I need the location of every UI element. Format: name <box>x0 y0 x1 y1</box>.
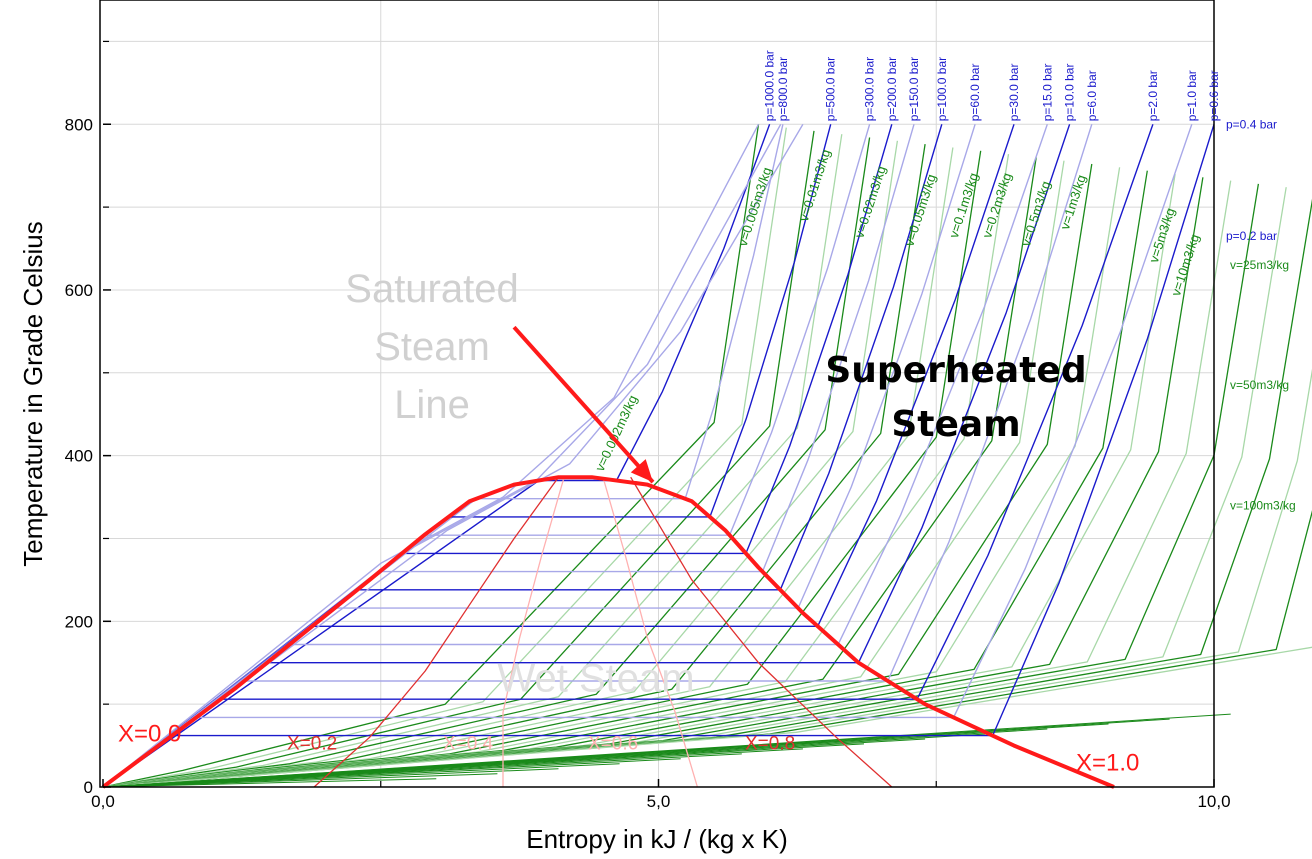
x-tick-label: 0,0 <box>91 792 115 811</box>
isobar-label: p=800.0 bar <box>776 57 790 121</box>
superheated-steam-label: Superheated <box>825 350 1086 391</box>
isochore-label: v=1m3/kg <box>1057 173 1089 232</box>
isobar-label: p=0.4 bar <box>1226 117 1277 131</box>
y-tick-label: 0 <box>84 778 93 797</box>
saturated-steam-label: Steam <box>374 325 490 369</box>
isobar-label: p=500.0 bar <box>824 57 838 121</box>
isochore-line <box>102 147 954 788</box>
x-axis-title: Entropy in kJ / (kg x K) <box>526 824 788 854</box>
isobar-label: p=60.0 bar <box>968 64 982 122</box>
isochore-line <box>102 127 787 788</box>
plot-frame <box>99 0 1215 788</box>
saturation-line <box>101 475 1115 789</box>
quality-line <box>602 477 699 788</box>
quality-line <box>630 476 893 788</box>
isobar-line <box>102 123 804 788</box>
isobar-label: p=10.0 bar <box>1063 64 1077 122</box>
isobar-label: p=30.0 bar <box>1007 64 1021 122</box>
isochore-line <box>102 130 815 788</box>
arrow-head <box>630 459 653 483</box>
quality-line <box>502 477 565 787</box>
isochore-label: v=50m3/kg <box>1230 378 1289 392</box>
isobar-label: p=1.0 bar <box>1185 70 1199 121</box>
saturated-steam-label: Saturated <box>345 267 518 311</box>
quality-label: X=0.2 <box>287 734 337 755</box>
curve-labels: p=1000.0 bar p=800.0 bar p=500.0 bar p=300.… <box>118 50 1296 776</box>
quality-label: X=0.6 <box>588 734 638 755</box>
axis-ticks: 0,0 5,0 10,0 0 200 400 600 800 <box>65 40 1231 811</box>
isochore-line <box>102 134 843 788</box>
quality-lines <box>313 476 893 788</box>
isobar-label: p=100.0 bar <box>935 57 949 121</box>
isobar-label: p=200.0 bar <box>885 57 899 121</box>
isobar-label: p=0.2 bar <box>1226 229 1277 243</box>
x-tick-label: 10,0 <box>1197 792 1230 811</box>
isobar-line <box>102 124 771 788</box>
arrow-shaft <box>512 325 655 484</box>
isochore-label: v=0.2m3/kg <box>979 171 1014 240</box>
isobar-line <box>102 123 760 788</box>
isochore-line <box>102 137 871 788</box>
isochore-label: v=0.1m3/kg <box>946 171 981 240</box>
isochore-label: v=0.5m3/kg <box>1018 179 1053 248</box>
saturation-curve <box>101 475 1115 789</box>
isochore-line <box>102 187 1287 788</box>
isochore-line <box>102 144 926 788</box>
y-tick-label: 200 <box>65 612 93 631</box>
isobar-label: p=150.0 bar <box>907 57 921 121</box>
isochore-line <box>102 713 1231 788</box>
wet-steam-label: Wet Steam <box>497 657 694 701</box>
quality-label: X=0.4 <box>443 734 494 755</box>
y-tick-label: 800 <box>65 115 93 134</box>
x-tick-label: 5,0 <box>647 792 671 811</box>
isochore-line <box>102 124 760 788</box>
quality-line <box>313 476 560 788</box>
quality-label-x0: X=0.0 <box>118 720 181 747</box>
isochore-line <box>102 140 899 788</box>
isobar-label: p=2.0 bar <box>1146 70 1160 121</box>
y-axis-title: Temperature in Grade Celsius <box>18 221 48 566</box>
isochore-label: v=0.01m3/kg <box>796 147 833 223</box>
isochore-label: v=100m3/kg <box>1230 498 1296 512</box>
isochore-lines <box>102 124 1312 788</box>
isochore-line <box>102 646 1312 788</box>
isochore-label: v=25m3/kg <box>1230 258 1289 272</box>
saturated-steam-arrow <box>512 325 655 484</box>
isochore-label: v=0.05m3/kg <box>902 172 939 248</box>
quality-label: X=0.8 <box>745 734 795 755</box>
isobar-label: p=6.0 bar <box>1085 70 1099 121</box>
saturated-steam-label: Line <box>394 383 470 427</box>
isobar-label: p=1000.0 bar <box>763 50 777 121</box>
isobar-label: p=300.0 bar <box>863 57 877 121</box>
region-labels: Saturated Steam Line Superheated Steam Wet St… <box>345 267 1086 701</box>
y-tick-label: 400 <box>65 447 93 466</box>
isobar-label: p=15.0 bar <box>1040 64 1054 122</box>
y-tick-label: 600 <box>65 281 93 300</box>
superheated-steam-label: Steam <box>891 404 1020 445</box>
isochore-label: v=10m3/kg <box>1168 232 1202 297</box>
quality-label-x1: X=1.0 <box>1076 749 1139 776</box>
isobar-label: p=0.6 bar <box>1207 70 1221 121</box>
